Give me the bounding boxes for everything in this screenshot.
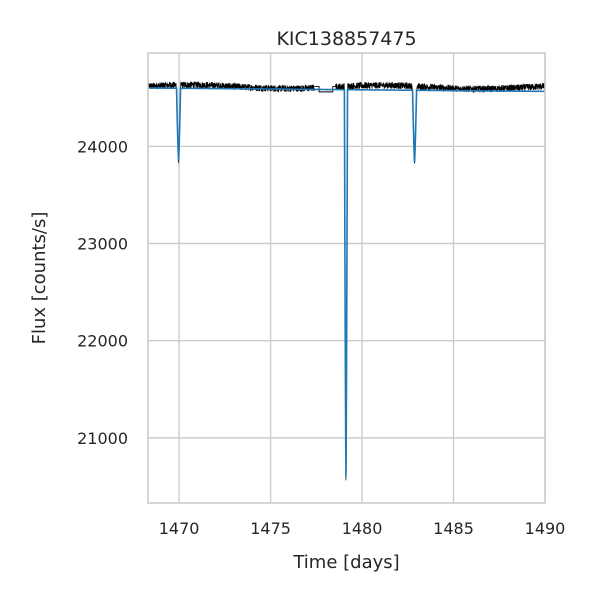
y-tick-label: 23000: [77, 234, 128, 253]
flux-data-segment: [335, 81, 545, 481]
series-layer: [148, 81, 545, 481]
x-tick-label: 1475: [250, 519, 291, 538]
model-fit-line: [148, 87, 545, 477]
y-tick-label: 24000: [77, 137, 128, 156]
x-tick-label: 1490: [525, 519, 566, 538]
tick-labels: 1470 1475 1480 1485 1490 21000 22000 23000 24000: [77, 137, 565, 538]
plot-frame: [147, 52, 546, 504]
x-tick-label: 1470: [159, 519, 200, 538]
chart-title: KIC138857475: [276, 28, 416, 50]
y-axis-label: Flux [counts/s]: [29, 212, 50, 345]
x-axis-label: Time [days]: [292, 552, 399, 573]
y-tick-label: 22000: [77, 332, 128, 351]
y-tick-label: 21000: [77, 429, 128, 448]
data-gap-line: [314, 86, 336, 93]
x-tick-label: 1480: [342, 519, 383, 538]
x-tick-label: 1485: [433, 519, 474, 538]
